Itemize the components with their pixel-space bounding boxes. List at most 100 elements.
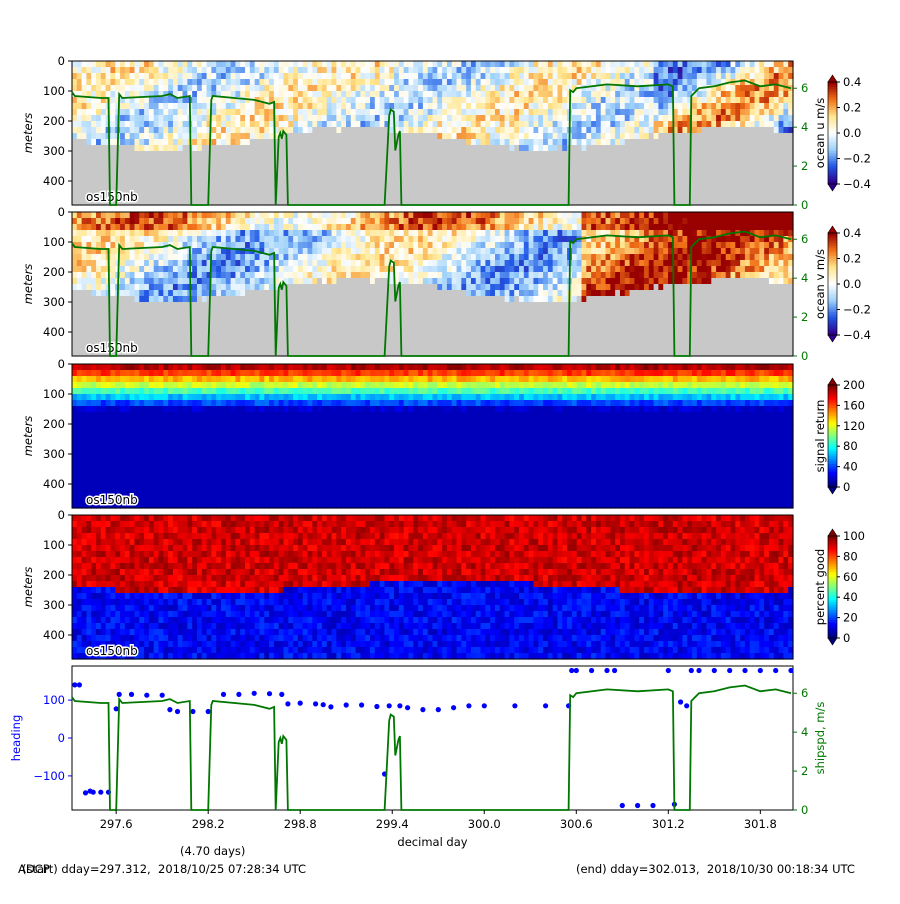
heatmap-cell [610, 67, 615, 74]
heatmap-cell [279, 296, 284, 303]
heatmap-cell [433, 133, 438, 140]
heatmap-cell [433, 169, 438, 176]
heatmap-cell [620, 175, 625, 182]
heatmap-cell [303, 115, 308, 122]
heatmap-cell [154, 224, 159, 231]
heatmap-cell [279, 320, 284, 327]
heatmap-cell [110, 61, 115, 68]
heatmap-cell [101, 260, 106, 267]
heatmap-cell [341, 193, 346, 200]
heatmap-cell [264, 163, 269, 170]
heatmap-cell [202, 127, 207, 134]
heatmap-cell [692, 169, 697, 176]
heatmap-cell [461, 91, 466, 98]
heatmap-cell [82, 79, 87, 86]
heatmap-cell [639, 169, 644, 176]
heatmap-cell [783, 193, 788, 200]
heatmap-cell [639, 127, 644, 134]
heatmap-cell [356, 133, 361, 140]
heatmap-cell [485, 151, 490, 158]
heatmap-cell [303, 218, 308, 225]
heatmap-cell [298, 338, 303, 345]
heatmap-cell [509, 151, 514, 158]
heatmap-cell [495, 109, 500, 116]
heatmap-cell [706, 127, 711, 134]
heatmap-cell [250, 103, 255, 110]
heatmap-cell [134, 308, 139, 315]
heatmap-cell [120, 278, 125, 285]
heatmap-cell [519, 157, 524, 164]
heatmap-cell [279, 272, 284, 279]
heatmap-cell [572, 73, 577, 80]
heatmap-cell [678, 157, 683, 164]
heatmap-cell [644, 163, 649, 170]
heatmap-cell [226, 163, 231, 170]
heatmap-cell [615, 97, 620, 104]
heatmap-cell [298, 236, 303, 243]
heatmap-cell [529, 187, 534, 194]
heatmap-cell [457, 97, 462, 104]
heatmap-cell [356, 157, 361, 164]
heatmap-cell [96, 296, 101, 303]
heatmap-cell [716, 103, 721, 110]
heatmap-cell [130, 73, 135, 80]
heatmap-cell [202, 248, 207, 255]
heatmap-cell [327, 151, 332, 158]
heatmap-cell [394, 193, 399, 200]
heatmap-cell [740, 139, 745, 146]
heatmap-cell [211, 145, 216, 152]
heatmap-cell [168, 187, 173, 194]
heatmap-cell [183, 284, 188, 291]
heatmap-cell [308, 284, 313, 291]
heatmap-cell [139, 109, 144, 116]
heatmap-cell [533, 73, 538, 80]
heatmap-cell [216, 332, 221, 339]
heatmap-cell [173, 212, 178, 219]
heatmap-cell [264, 260, 269, 267]
heatmap-cell [596, 127, 601, 134]
heatmap-cell [96, 151, 101, 158]
heatmap-cell [408, 103, 413, 110]
heatmap-cell [264, 266, 269, 273]
heatmap-cell [226, 254, 231, 261]
heatmap-cell [96, 332, 101, 339]
heatmap-cell [356, 103, 361, 110]
heatmap-cell [187, 181, 192, 188]
heatmap-cell [163, 266, 168, 273]
heatmap-cell [159, 73, 164, 80]
heatmap-cell [442, 151, 447, 158]
heatmap-cell [322, 91, 327, 98]
heatmap-cell [706, 163, 711, 170]
heatmap-cell [668, 157, 673, 164]
heatmap-cell [202, 212, 207, 219]
heatmap-cell [591, 187, 596, 194]
heatmap-cell [740, 169, 745, 176]
heatmap-cell [279, 218, 284, 225]
heatmap-cell [221, 73, 226, 80]
heatmap-cell [231, 127, 236, 134]
heatmap-cell [322, 308, 327, 315]
heatmap-cell [433, 151, 438, 158]
heatmap-cell [183, 103, 188, 110]
heatmap-cell [259, 193, 264, 200]
heatmap-cell [298, 115, 303, 122]
heatmap-cell [697, 61, 702, 68]
heatmap-cell [336, 109, 341, 116]
heatmap-cell [101, 224, 106, 231]
heatmap-cell [322, 296, 327, 303]
heatmap-cell [678, 169, 683, 176]
heatmap-cell [380, 187, 385, 194]
heatmap-cell [452, 139, 457, 146]
heatmap-cell [370, 169, 375, 176]
heatmap-cell [101, 85, 106, 92]
heatmap-cell [72, 139, 77, 146]
heatmap-cell [312, 145, 317, 152]
heatmap-cell [139, 67, 144, 74]
heatmap-cell [77, 308, 82, 315]
heatmap-cell [235, 151, 240, 158]
heatmap-cell [615, 145, 620, 152]
heatmap-cell [86, 115, 91, 122]
heatmap-cell [682, 151, 687, 158]
heatmap-cell [341, 187, 346, 194]
heatmap-cell [240, 314, 245, 321]
